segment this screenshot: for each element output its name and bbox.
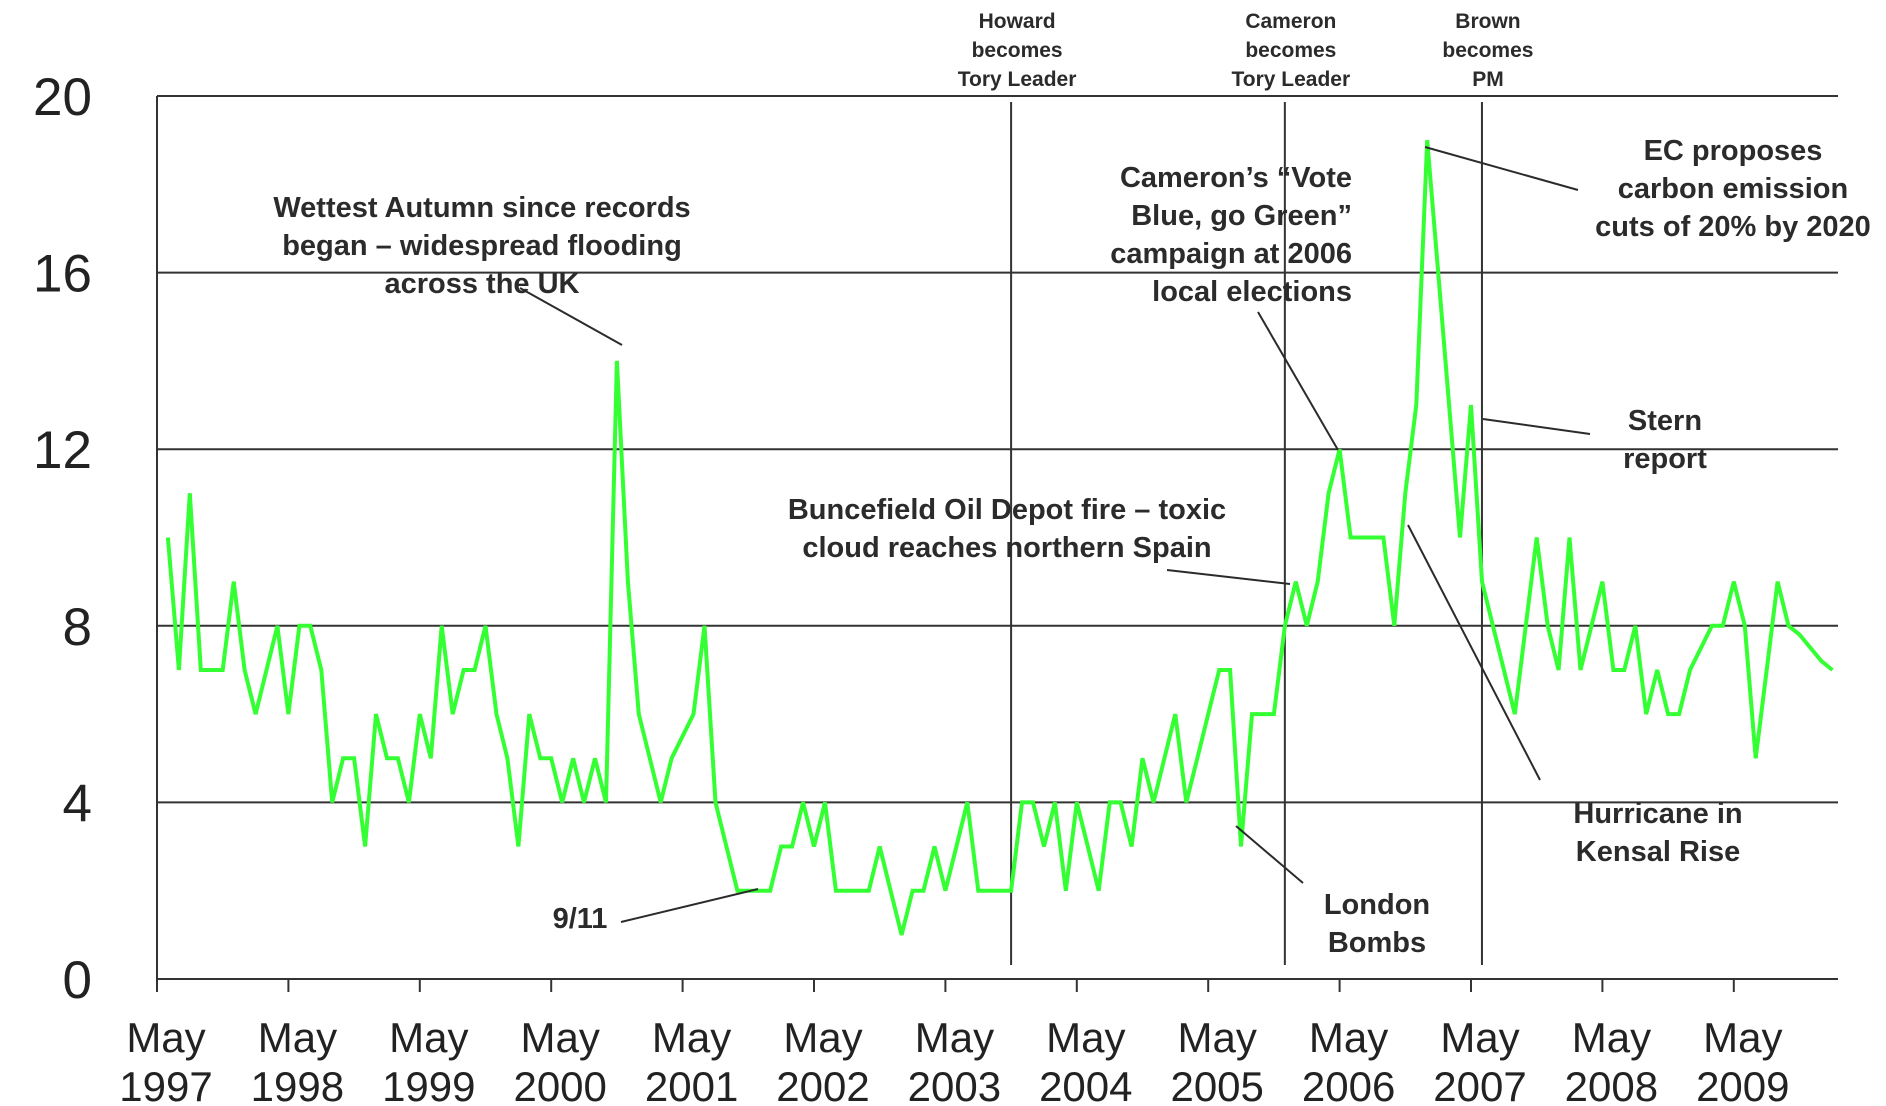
event-label: Brown — [1455, 10, 1520, 33]
annotation-text: across the UK — [384, 268, 579, 300]
annotation-text: carbon emission — [1618, 173, 1848, 205]
event-label: Cameron — [1245, 10, 1336, 33]
event-label: Howard — [979, 10, 1056, 33]
x-tick-label-year: 2004 — [1039, 1063, 1132, 1106]
annotation-text: EC proposes — [1644, 135, 1823, 167]
x-tick-label-month: May — [783, 1014, 862, 1061]
x-tick-label-month: May — [1572, 1014, 1651, 1061]
y-tick-label: 4 — [63, 774, 92, 833]
event-label: becomes — [1245, 39, 1336, 62]
annotation-text: Buncefield Oil Depot fire – toxic — [788, 494, 1226, 526]
annotation-text: London — [1324, 889, 1430, 921]
annotation-text: report — [1623, 443, 1707, 475]
x-tick-label-year: 2002 — [776, 1063, 869, 1106]
x-tick-label-month: May — [258, 1014, 337, 1061]
annotation-leader-line — [1166, 569, 1291, 585]
x-tick-label-month: May — [1046, 1014, 1125, 1061]
y-axis: 0 4 8 12 16 20 — [33, 68, 158, 1010]
annotation-text: Cameron’s “Vote — [1120, 162, 1352, 194]
x-tick-label-year: 2000 — [513, 1063, 606, 1106]
x-tick-label-year: 2009 — [1696, 1063, 1789, 1106]
series-line — [165, 140, 1834, 936]
event-markers: Howard becomes Tory Leader Cameron becomes To… — [958, 10, 1533, 965]
event-label: becomes — [1442, 39, 1533, 62]
x-tick-label-month: May — [1178, 1014, 1257, 1061]
annotation-text: cuts of 20% by 2020 — [1595, 211, 1871, 243]
annotation-text: Stern — [1628, 405, 1702, 437]
annotation-leader-line — [1482, 418, 1591, 435]
x-tick-label-year: 2008 — [1565, 1063, 1658, 1106]
annotation-text: began – widespread flooding — [282, 230, 682, 262]
x-tick-label-month: May — [652, 1014, 731, 1061]
annotation-leader-line — [1424, 146, 1579, 191]
annotation-text: Bombs — [1328, 927, 1426, 959]
y-tick-label: 20 — [33, 68, 92, 127]
y-tick-label: 16 — [33, 245, 92, 304]
x-tick-label-year: 1999 — [382, 1063, 475, 1106]
x-tick-label-year: 2001 — [645, 1063, 738, 1106]
event-label: Tory Leader — [1232, 68, 1351, 91]
series-layer — [165, 140, 1834, 936]
annotation-text: campaign at 2006 — [1110, 238, 1352, 270]
annotation-leader-line — [519, 287, 623, 346]
x-tick-label-year: 2006 — [1302, 1063, 1395, 1106]
event-label: PM — [1472, 68, 1504, 91]
annotation-text: Wettest Autumn since records — [273, 192, 690, 224]
x-tick-label-month: May — [1440, 1014, 1519, 1061]
annotation-text: cloud reaches northern Spain — [802, 532, 1211, 564]
x-tick-label-year: 2007 — [1433, 1063, 1526, 1106]
x-tick-label-month: May — [389, 1014, 468, 1061]
annotations: Wettest Autumn since records began – wide… — [273, 135, 1871, 959]
y-tick-label: 8 — [63, 598, 92, 657]
annotation-leader-line — [1407, 524, 1541, 781]
x-tick-label-year: 2003 — [908, 1063, 1001, 1106]
annotation-leader-line — [620, 888, 759, 923]
x-tick-label-month: May — [1309, 1014, 1388, 1061]
y-tick-label: 12 — [33, 421, 92, 480]
annotation-leaders — [519, 146, 1591, 923]
grid-lines — [157, 95, 1838, 980]
annotation-text: Blue, go Green” — [1131, 200, 1352, 232]
annotation-text: 9/11 — [553, 903, 608, 935]
event-label: becomes — [972, 39, 1063, 62]
x-tick-label-month: May — [1703, 1014, 1782, 1061]
x-tick-label-month: May — [521, 1014, 600, 1061]
x-tick-label-year: 1998 — [251, 1063, 344, 1106]
x-axis: May1997May1998May1999May2000May2001May20… — [119, 979, 1790, 1106]
x-tick-label-month: May — [126, 1014, 205, 1061]
annotation-leader-line — [1235, 825, 1304, 884]
x-tick-label-month: May — [915, 1014, 994, 1061]
y-tick-label: 0 — [63, 951, 92, 1010]
annotation-leader-line — [1257, 311, 1339, 451]
annotation-text: Kensal Rise — [1576, 836, 1740, 868]
x-tick-label-year: 2005 — [1170, 1063, 1263, 1106]
x-tick-label-year: 1997 — [119, 1063, 212, 1106]
event-label: Tory Leader — [958, 68, 1077, 91]
annotation-text: local elections — [1152, 276, 1352, 308]
annotation-text: Hurricane in — [1573, 798, 1742, 830]
